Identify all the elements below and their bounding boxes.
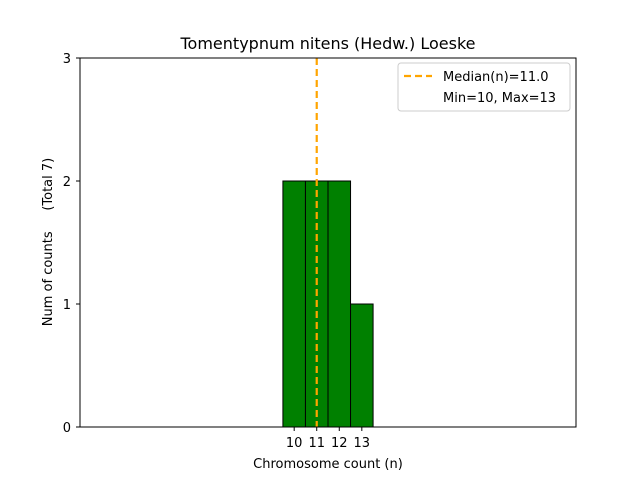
y-tick-label: 2: [63, 175, 71, 190]
legend-entry-median: Median(n)=11.0: [443, 70, 549, 85]
y-axis-ticks: 0 1 2 3: [63, 52, 80, 436]
histogram-bar: [327, 180, 352, 428]
histogram-bar: [282, 180, 306, 428]
histogram-bar: [350, 303, 374, 428]
y-tick-label: 0: [63, 421, 71, 436]
y-tick-label: 3: [63, 52, 71, 67]
legend: Median(n)=11.0 Min=10, Max=13: [397, 62, 571, 112]
y-tick-label: 1: [63, 298, 71, 313]
x-axis-label: Chromosome count (n): [253, 457, 403, 472]
x-axis-ticks: 10 11 12 13: [286, 427, 370, 451]
bars-group: [282, 180, 374, 428]
x-tick-label: 11: [308, 436, 325, 451]
chart-title: Tomentypnum nitens (Hedw.) Loeske: [180, 34, 476, 53]
legend-entry-minmax: Min=10, Max=13: [443, 91, 556, 106]
plot-frame: [79, 57, 577, 428]
y-axis-label: Num of counts (Total 7): [41, 158, 56, 326]
x-tick-label: 12: [331, 436, 348, 451]
x-tick-label: 13: [354, 436, 371, 451]
legend-box: [397, 62, 571, 112]
x-tick-label: 10: [286, 436, 303, 451]
